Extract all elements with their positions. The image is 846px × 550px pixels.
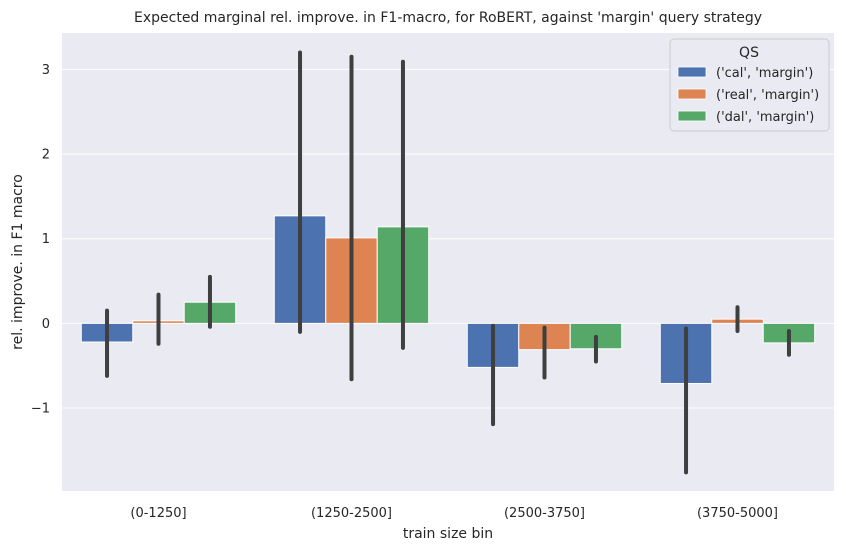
legend-swatch <box>677 110 707 122</box>
x-tick-label: (3750-5000] <box>697 506 778 521</box>
legend-swatch <box>677 66 707 78</box>
error-bars <box>105 50 791 475</box>
x-tick-label: (1250-2500] <box>311 506 392 521</box>
legend-entry-label: ('dal', 'margin') <box>716 110 814 125</box>
x-tick-labels: (0-1250] (1250-2500] (2500-3750] (3750-5000… <box>130 506 778 521</box>
legend-swatch <box>677 88 707 100</box>
y-axis-label: rel. improve. in F1 macro <box>10 174 26 350</box>
chart-title: Expected marginal rel. improve. in F1-ma… <box>134 10 762 26</box>
x-tick-label: (0-1250] <box>130 506 186 521</box>
legend-entry-label: ('real', 'margin') <box>716 88 819 103</box>
y-tick-labels: −1 0 1 2 3 <box>31 63 50 417</box>
y-tick-label: 3 <box>42 63 50 78</box>
legend-title: QS <box>739 45 759 61</box>
legend: QS ('cal', 'margin')('real', 'margin')('… <box>669 38 830 132</box>
legend-entries: ('cal', 'margin') ('real', 'margin') ('dal… <box>677 66 819 125</box>
y-tick-label: −1 <box>31 402 50 417</box>
y-tick-label: 2 <box>42 148 50 163</box>
legend-box <box>669 38 830 132</box>
x-tick-label: (2500-3750] <box>504 506 585 521</box>
legend-entry-label: ('cal', 'margin') <box>716 66 813 81</box>
y-tick-label: 0 <box>42 317 50 332</box>
y-tick-label: 1 <box>42 232 50 247</box>
x-axis-label: train size bin <box>403 526 493 542</box>
